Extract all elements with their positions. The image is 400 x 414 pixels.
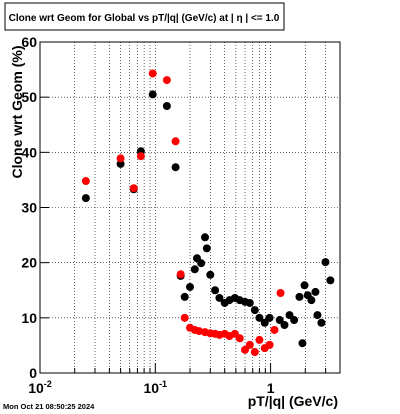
x-tick-base: 10 <box>143 380 159 396</box>
marker <box>307 296 316 305</box>
marker <box>206 270 215 279</box>
marker <box>202 244 211 253</box>
marker <box>245 298 254 307</box>
marker <box>148 90 157 99</box>
marker <box>136 152 145 161</box>
chart-title: Clone wrt Geom for Global vs pT/|q| (GeV… <box>9 13 280 24</box>
x-tick-label: 10-1 <box>143 379 167 396</box>
x-axis-label: pT/|q| (GeV/c) <box>248 393 338 409</box>
x-tick-exponent: -2 <box>44 379 52 389</box>
marker <box>290 316 299 325</box>
marker <box>176 270 185 279</box>
marker <box>270 325 279 334</box>
marker <box>180 313 189 322</box>
marker <box>116 154 125 163</box>
marker <box>298 339 307 348</box>
marker <box>116 159 125 168</box>
x-tick-label: 1 <box>267 380 275 396</box>
marker <box>321 258 330 267</box>
marker <box>148 69 157 78</box>
marker <box>180 292 189 301</box>
marker <box>215 293 224 302</box>
marker <box>245 340 254 349</box>
marker <box>235 334 244 343</box>
marker <box>162 76 171 85</box>
marker <box>171 163 180 172</box>
marker <box>171 137 180 146</box>
marker <box>311 287 320 296</box>
marker <box>276 289 285 298</box>
marker <box>162 101 171 110</box>
marker <box>211 286 220 295</box>
marker <box>265 313 274 322</box>
y-tick-label: 60 <box>21 34 37 50</box>
marker <box>295 292 304 301</box>
title-box <box>4 2 285 31</box>
marker <box>275 316 284 325</box>
y-tick-label: 20 <box>21 255 37 271</box>
marker <box>265 340 274 349</box>
y-tick-label: 40 <box>21 144 37 160</box>
marker <box>255 313 264 322</box>
x-tick-base: 10 <box>28 380 44 396</box>
x-tick-label: 10-2 <box>28 379 52 396</box>
marker <box>260 318 269 327</box>
x-tick-exponent: -1 <box>159 379 167 389</box>
marker <box>255 335 264 344</box>
marker <box>300 281 309 290</box>
marker <box>241 345 250 354</box>
marker <box>186 282 194 291</box>
y-tick-label: 0 <box>29 365 37 381</box>
y-tick-label: 50 <box>21 89 37 105</box>
y-tick-label: 10 <box>21 310 37 326</box>
marker <box>250 348 259 357</box>
marker <box>313 311 322 320</box>
marker <box>129 184 138 193</box>
y-axis-label: Clone wrt Geom (%) <box>9 45 25 178</box>
marker <box>201 233 210 242</box>
marker <box>280 321 289 330</box>
footer: Mon Oct 21 08:50:25 2024 <box>3 402 95 411</box>
marker <box>81 194 90 203</box>
marker <box>197 259 206 268</box>
marker <box>250 306 259 315</box>
marker <box>317 318 326 327</box>
marker <box>326 276 335 285</box>
marker <box>81 177 90 186</box>
y-tick-label: 30 <box>21 200 37 216</box>
marker <box>190 265 199 274</box>
